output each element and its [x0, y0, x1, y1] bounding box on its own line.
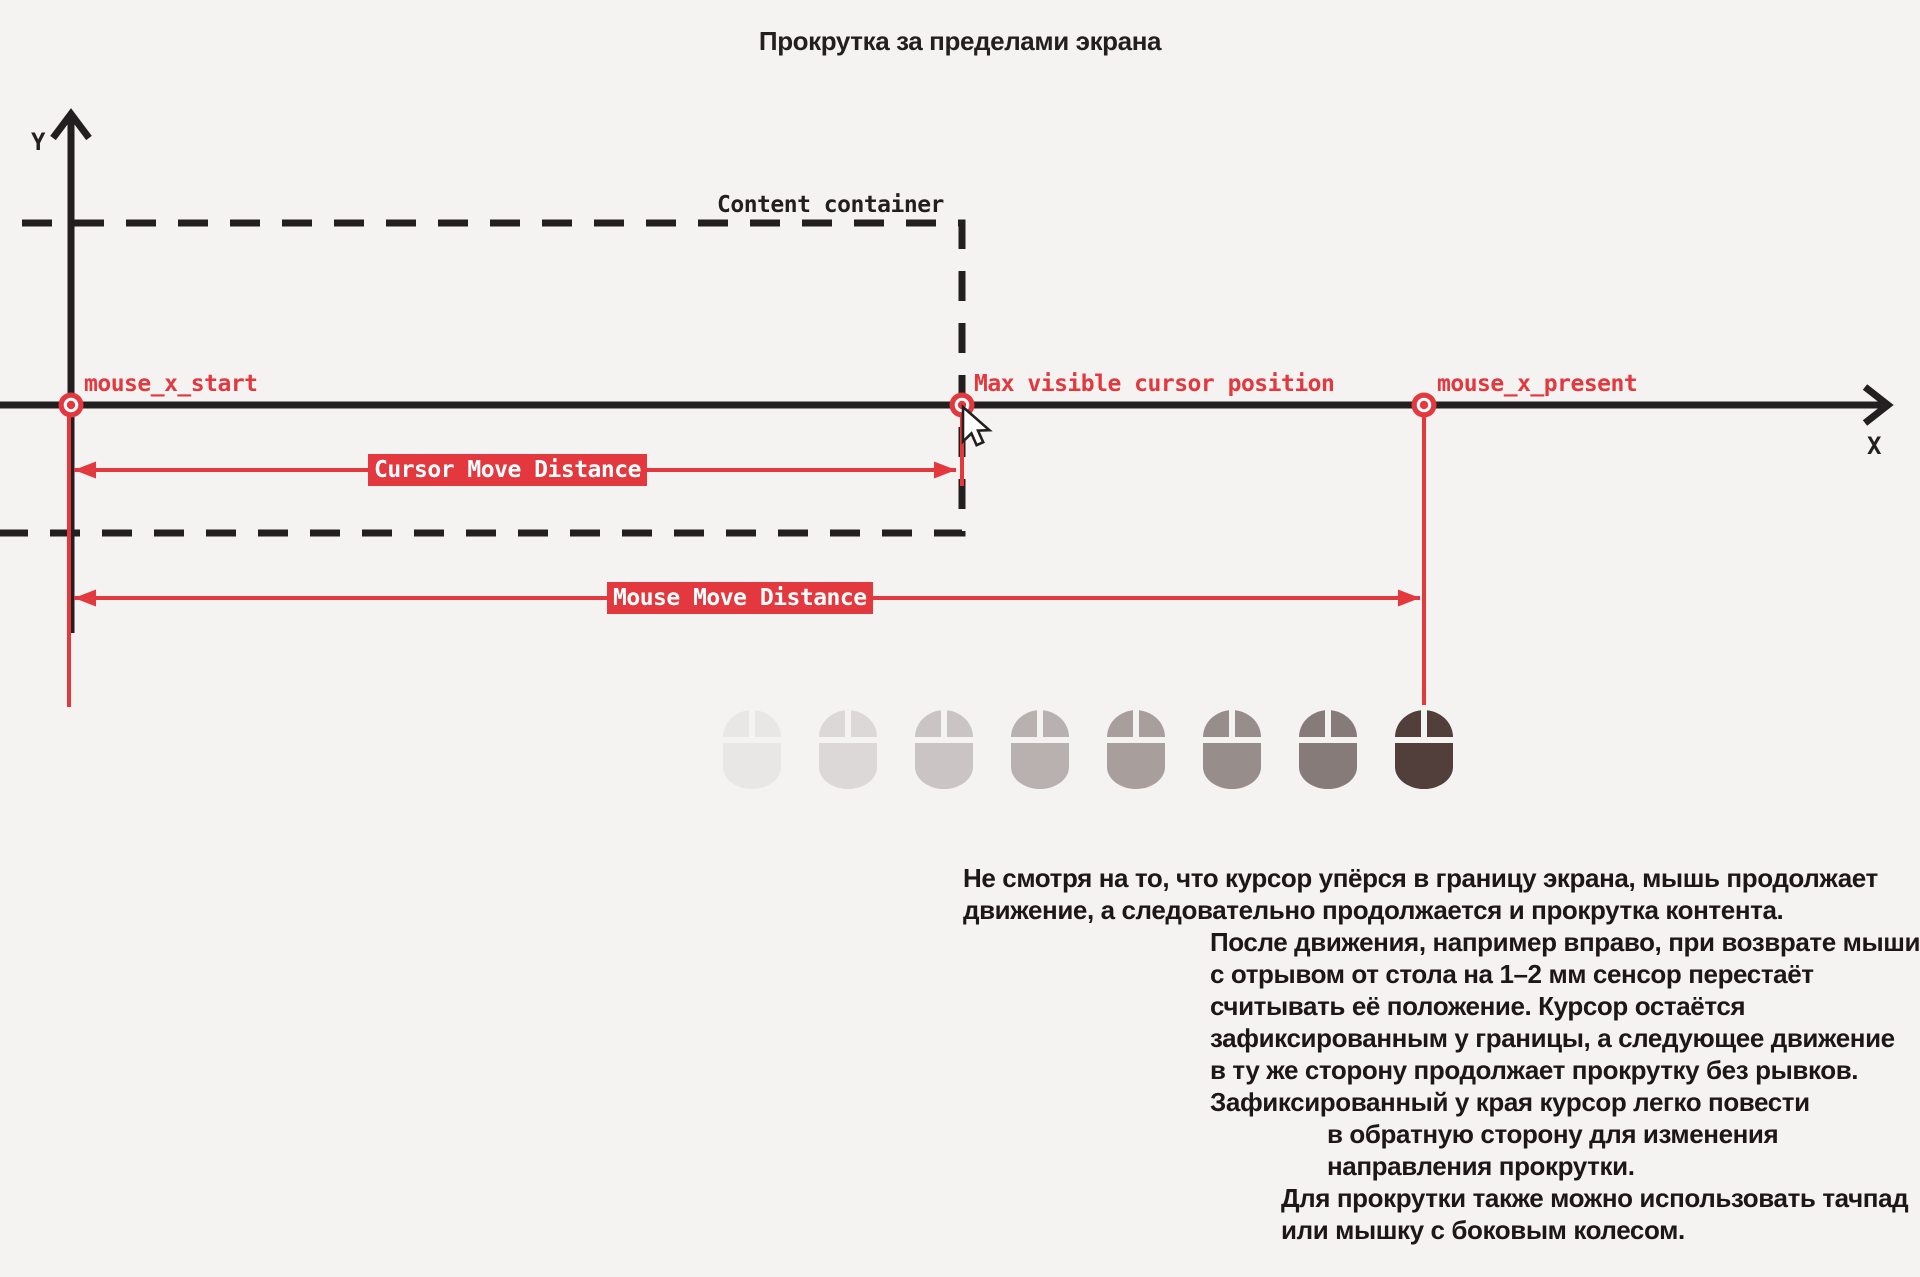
note-line: Не смотря на то, что курсор упёрся в гра…: [963, 863, 1878, 893]
mouse-icon: [1011, 710, 1069, 789]
content-container-label: Content container: [717, 192, 944, 218]
note-line: Зафиксированный у края курсор легко пове…: [1210, 1087, 1810, 1117]
note-line: считывать её положение. Курсор остаётся: [1210, 991, 1746, 1021]
mouse-icon-current: [1395, 710, 1453, 789]
arrowhead-right-icon: [1398, 589, 1420, 607]
mouse-trail: [723, 710, 1453, 789]
x-axis-label: X: [1867, 432, 1882, 460]
max-visible-cursor-position-label: Max visible cursor position: [974, 371, 1335, 397]
note-line: в ту же сторону продолжает прокрутку без…: [1210, 1055, 1859, 1085]
mouse-icon: [1299, 710, 1357, 789]
page-title: Прокрутка за пределами экрана: [758, 26, 1162, 56]
arrowhead-left-icon: [74, 589, 96, 607]
mouse-icon: [1107, 710, 1165, 789]
note-line: зафиксированным у границы, а следующее д…: [1210, 1023, 1895, 1053]
note-line: После движения, например вправо, при воз…: [1210, 927, 1920, 957]
mouse-move-distance-chip: Mouse Move Distance: [607, 582, 873, 614]
y-axis-label: Y: [31, 128, 46, 156]
mouse-x-present-target-icon: [1411, 392, 1437, 418]
note-line: с отрывом от стола на 1–2 мм сенсор пере…: [1210, 959, 1814, 989]
mouse-icon: [819, 710, 877, 789]
x-axis-arrowhead: [1862, 384, 1894, 426]
cursor-move-distance-chip: Cursor Move Distance: [368, 454, 647, 486]
note-line: в обратную сторону для изменения: [1327, 1119, 1779, 1149]
arrowhead-right-icon: [934, 461, 956, 479]
cursor-pointer-icon: [961, 404, 993, 447]
note-line: направления прокрутки.: [1327, 1151, 1635, 1181]
mouse-icon: [723, 710, 781, 789]
mouse-x-start-label: mouse_x_start: [84, 371, 258, 397]
mouse-x-present-label: mouse_x_present: [1437, 371, 1638, 397]
y-axis-arrowhead: [50, 108, 92, 141]
mouse-icon: [1203, 710, 1261, 789]
notes-block: Не смотря на то, что курсор упёрся в гра…: [963, 862, 1920, 1246]
note-line: Для прокрутки также можно использовать т…: [1281, 1183, 1909, 1213]
note-line: движение, а следовательно продолжается и…: [963, 895, 1784, 925]
note-line: или мышку с боковым колесом.: [1281, 1215, 1685, 1245]
arrowhead-left-icon: [74, 461, 96, 479]
mouse-icon: [915, 710, 973, 789]
mouse-x-start-target-icon: [58, 392, 84, 418]
content-container-dashed-border: [0, 219, 966, 537]
